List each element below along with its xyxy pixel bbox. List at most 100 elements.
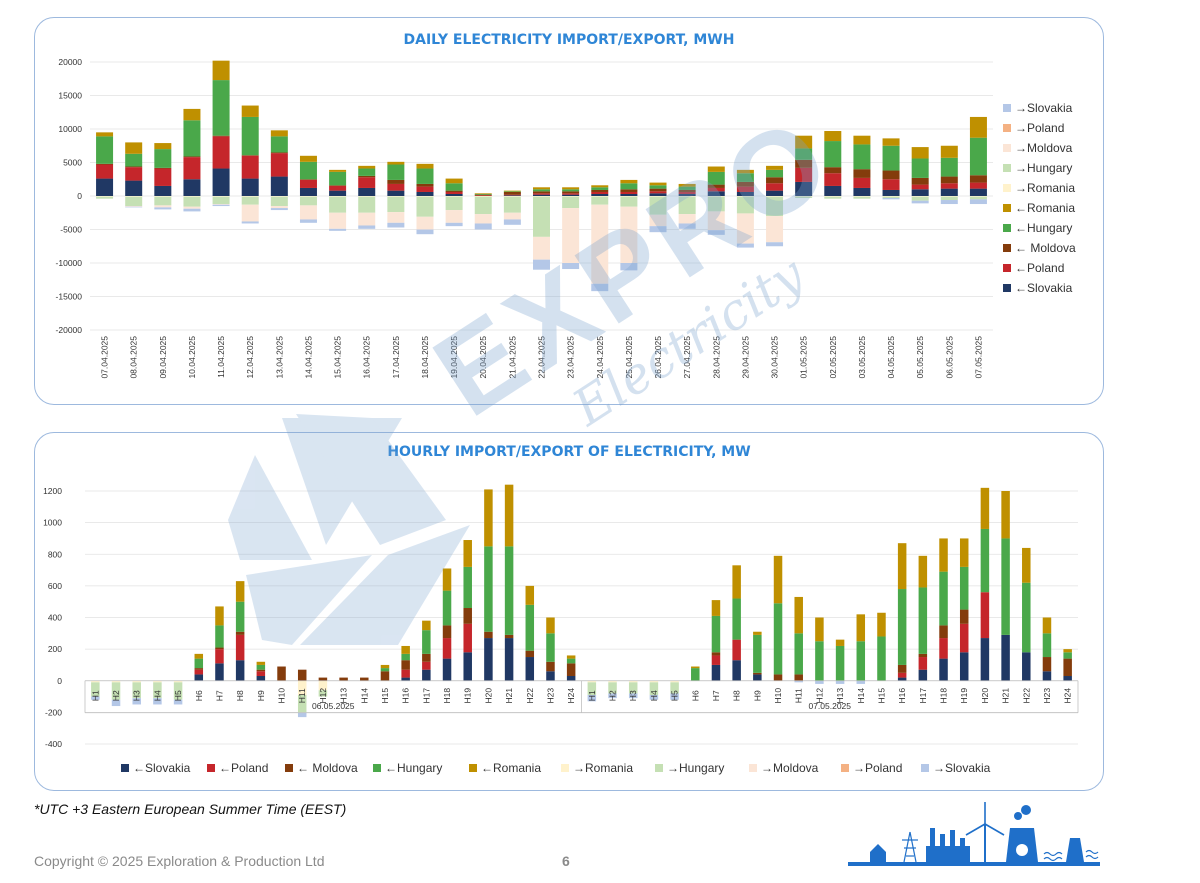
legend-label: ←Romania <box>1015 201 1075 215</box>
bar-segment <box>707 166 725 172</box>
x-tick-label: 07.04.2025 <box>100 336 110 379</box>
legend-swatch <box>921 764 929 772</box>
bar-segment <box>358 175 376 178</box>
copyright-text: Copyright © 2025 Exploration & Productio… <box>34 853 325 869</box>
bar-segment <box>183 208 201 212</box>
bar-segment <box>940 196 958 197</box>
bar-segment <box>183 120 201 157</box>
bar-segment <box>649 196 667 197</box>
bar-segment <box>562 208 580 263</box>
bar-segment <box>795 159 813 168</box>
legend-swatch <box>1003 184 1011 192</box>
bar-segment <box>856 641 866 681</box>
bar-segment <box>562 196 580 197</box>
bar-segment <box>212 135 230 137</box>
hour-tick-label: H21 <box>504 688 514 704</box>
legend-label: ←Romania <box>481 761 541 775</box>
legend-swatch <box>373 764 381 772</box>
x-tick-label: 24.04.2025 <box>595 336 605 379</box>
bar-segment <box>562 196 580 209</box>
bar-segment <box>416 216 434 230</box>
bar-segment <box>132 680 141 683</box>
bar-segment <box>503 190 521 192</box>
bar-segment <box>442 638 452 659</box>
legend-label: →Hungary <box>1015 161 1072 175</box>
bar-segment <box>824 173 842 186</box>
bar-segment <box>1042 671 1052 681</box>
hour-tick-label: H17 <box>918 688 928 704</box>
bar-segment <box>707 211 725 231</box>
legend-swatch <box>121 764 129 772</box>
bar-segment <box>445 190 463 192</box>
y-tick-label: 1200 <box>43 486 62 496</box>
legend-label: →Moldova <box>761 761 819 775</box>
hour-tick-label: H7 <box>214 690 224 701</box>
bar-segment <box>299 179 317 188</box>
bar-segment <box>678 223 696 229</box>
bar-segment <box>707 171 725 185</box>
hour-tick-label: H6 <box>194 690 204 701</box>
bar-segment <box>484 489 493 547</box>
bar-segment <box>853 135 871 145</box>
bar-segment <box>853 144 871 170</box>
x-tick-label: 29.04.2025 <box>740 336 750 379</box>
bar-segment <box>154 205 172 208</box>
bar-segment <box>678 193 696 196</box>
bar-segment <box>111 699 121 707</box>
bar-segment <box>212 204 230 205</box>
legend-label: →Hungary <box>667 761 724 775</box>
bar-segment <box>503 195 521 196</box>
bar-segment <box>183 156 201 158</box>
hour-tick-label: H22 <box>525 688 535 704</box>
bar-segment <box>649 226 667 233</box>
bar-segment <box>620 179 638 184</box>
bar-segment <box>125 142 143 154</box>
bar-segment <box>212 196 230 197</box>
bar-segment <box>1022 547 1031 583</box>
bar-segment <box>96 163 114 165</box>
bar-segment <box>620 206 638 263</box>
legend-label: →Slovakia <box>933 761 991 775</box>
bar-segment <box>125 166 143 168</box>
bar-segment <box>620 263 638 271</box>
hour-tick-label: H15 <box>380 688 390 704</box>
bar-segment <box>562 193 580 195</box>
bar-segment <box>256 661 266 665</box>
bar-segment <box>649 191 667 194</box>
bar-segment <box>358 187 376 196</box>
bar-segment <box>503 212 521 220</box>
bar-segment <box>969 188 987 196</box>
hour-tick-label: H5 <box>173 690 183 701</box>
x-tick-label: 13.04.2025 <box>274 336 284 379</box>
bar-segment <box>442 568 452 591</box>
bar-segment <box>766 169 784 178</box>
y-tick-label: 600 <box>48 581 62 591</box>
bar-segment <box>732 565 741 599</box>
y-tick-label: 400 <box>48 613 62 623</box>
bar-segment <box>766 183 784 191</box>
hour-tick-label: H2 <box>111 690 121 701</box>
bar-segment <box>96 196 114 197</box>
y-tick-label: -200 <box>45 707 62 717</box>
bar-segment <box>256 676 266 681</box>
bar-segment <box>329 171 347 186</box>
bar-segment <box>297 694 307 713</box>
y-tick-label: 200 <box>48 644 62 654</box>
hour-tick-label: H14 <box>359 688 369 704</box>
bar-segment <box>649 193 667 196</box>
legend-swatch <box>1003 244 1011 252</box>
y-tick-label: -20000 <box>56 325 83 335</box>
legend-label: ←Poland <box>219 761 268 775</box>
bar-segment <box>401 677 410 681</box>
bar-segment <box>911 189 929 196</box>
bar-segment <box>235 631 245 635</box>
hour-tick-label: H5 <box>670 690 680 701</box>
bar-segment <box>608 693 617 699</box>
bar-segment <box>299 219 317 223</box>
bar-segment <box>422 630 431 654</box>
bar-segment <box>91 682 100 697</box>
bar-segment <box>678 196 696 215</box>
bar-segment <box>111 680 121 683</box>
bar-segment <box>270 153 288 177</box>
bar-segment <box>387 196 405 197</box>
